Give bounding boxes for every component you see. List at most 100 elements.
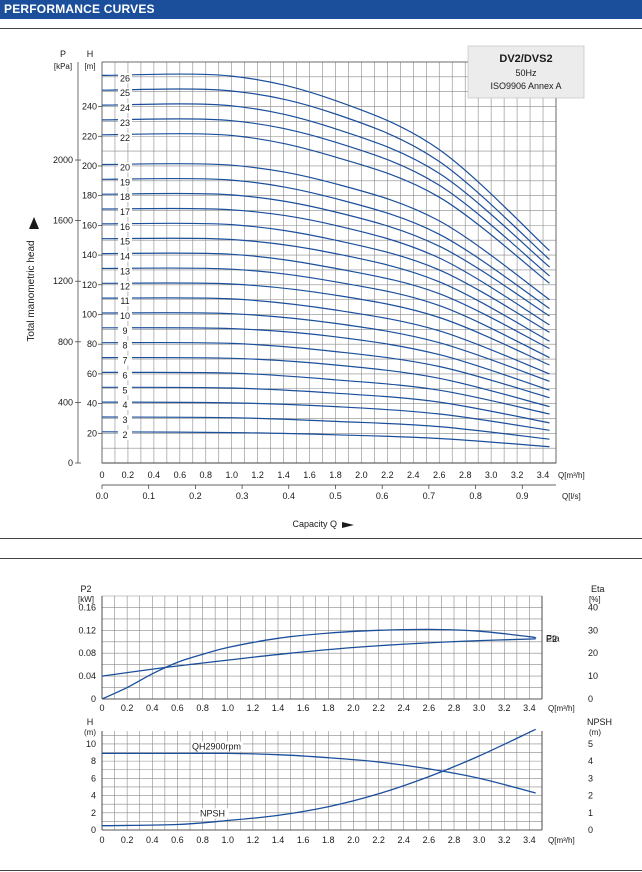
q-tick-label: 1.6: [297, 835, 310, 845]
q-tick-label: 0: [99, 703, 104, 713]
stage-label-bg: [118, 325, 132, 336]
q-tick-label: 2.6: [423, 703, 436, 713]
q-tick-label: 2.0: [347, 703, 360, 713]
p-tick-label: 0: [68, 458, 73, 468]
q-tick-label: 0.4: [148, 470, 161, 480]
h-tick-label: 10: [86, 739, 96, 749]
npsh-axis-unit: (m): [589, 728, 601, 737]
p2-tick-label: 0.04: [78, 671, 96, 681]
stage-curve-8: [101, 341, 550, 399]
stage-label-bg: [118, 162, 132, 173]
stage-label: 5: [122, 385, 127, 395]
q-tick-label: 0: [99, 470, 104, 480]
stage-curve-10: [101, 312, 550, 382]
grid: [101, 61, 557, 464]
stage-label: 6: [122, 370, 127, 380]
stage-label: 26: [120, 73, 130, 83]
q-tick-label: 1.8: [322, 835, 335, 845]
grid: [101, 731, 543, 831]
p2-tick-label: 0.16: [78, 602, 96, 612]
stage-curve-9: [101, 327, 550, 391]
q-tick-label: 3.4: [523, 703, 536, 713]
stage-label: 10: [120, 311, 130, 321]
stage-curve-23: [101, 118, 550, 277]
ql-tick-label: 0.4: [283, 491, 296, 501]
eta-axis-label: Eta: [591, 584, 605, 594]
q-tick-label: 2.2: [372, 703, 385, 713]
stage-label: 4: [122, 400, 127, 410]
y-axis-title: Total manometric head: [26, 240, 37, 341]
ql-unit-label: Q[l/s]: [562, 492, 581, 501]
stage-label-bg: [118, 296, 132, 307]
p-tick-label: 400: [58, 397, 73, 407]
q-tick-label: 0.2: [121, 703, 134, 713]
stage-label-bg: [118, 414, 132, 425]
stage-curve-16: [101, 222, 550, 333]
eta-curve-label: Eta: [546, 633, 560, 643]
q-tick-label: 0.4: [146, 835, 159, 845]
q-tick-label: 1.4: [272, 835, 285, 845]
qh-curve-label: QH2900rpm: [192, 741, 241, 751]
q-tick-label: 2.6: [433, 470, 446, 480]
q-tick-label: 2.0: [347, 835, 360, 845]
q-tick-label: 2.8: [448, 703, 461, 713]
ql-tick-label: 0.7: [423, 491, 436, 501]
stage-label-bg: [118, 207, 132, 218]
q-tick-label: 2.0: [355, 470, 368, 480]
stage-curve-2: [101, 431, 550, 448]
q-tick-label: 0.8: [200, 470, 213, 480]
p2-tick-label: 0.12: [78, 625, 96, 635]
q-tick-label: 1.2: [247, 835, 260, 845]
h-tick-label: 20: [87, 428, 97, 438]
stage-label-bg: [118, 251, 132, 262]
q-tick-label: 3.0: [473, 703, 486, 713]
q-tick-label: 1.2: [247, 703, 260, 713]
stage-label: 15: [120, 237, 130, 247]
stage-label: 8: [122, 341, 127, 351]
stage-label: 14: [120, 252, 130, 262]
q-tick-label: 0: [99, 835, 104, 845]
npsh-tick-label: 5: [588, 739, 593, 749]
q-tick-label: 3.4: [537, 470, 550, 480]
p-tick-label: 2000: [53, 155, 73, 165]
stage-label: 25: [120, 88, 130, 98]
p-tick-label: 1600: [53, 216, 73, 226]
stage-label-bg: [118, 400, 132, 411]
stage-label-bg: [118, 132, 132, 143]
eta-axis-unit: [%]: [589, 595, 601, 604]
stage-label-bg: [118, 281, 132, 292]
stage-label: 20: [120, 162, 130, 172]
stage-curve-3: [101, 416, 550, 440]
stage-label-bg: [118, 192, 132, 203]
stage-curve-6: [101, 371, 550, 415]
q-tick-label: 0.8: [196, 835, 209, 845]
h-tick-label: 140: [82, 250, 97, 260]
h-tick-label: 0: [91, 825, 96, 835]
legend-standard: ISO9906 Annex A: [490, 81, 561, 91]
stage-label-bg: [118, 355, 132, 366]
q-unit-label: Q[m³/h]: [548, 704, 575, 713]
p-tick-label: 800: [58, 337, 73, 347]
section-header: PERFORMANCE CURVES: [0, 0, 642, 19]
p-axis-unit: [kPa]: [54, 62, 72, 71]
q-tick-label: 3.4: [523, 835, 536, 845]
top-chart-panel: 20 40 60 80 100 120 140 160 180 200 220 240 0 400 800 1…: [0, 28, 642, 539]
q-tick-label: 1.8: [329, 470, 342, 480]
q-tick-label: 0.6: [171, 703, 184, 713]
h-axis-unit: [m]: [84, 62, 95, 71]
q-tick-label: 1.8: [322, 703, 335, 713]
npsh-tick-label: 1: [588, 808, 593, 818]
eta-curve: [101, 628, 537, 700]
ql-tick-label: 0.9: [516, 491, 529, 501]
npsh-axis-label: NPSH: [587, 717, 612, 727]
h-tick-label: 80: [87, 339, 97, 349]
h-tick-label: 120: [82, 280, 97, 290]
ql-tick-label: 0.5: [329, 491, 342, 501]
npsh-tick-label: 2: [588, 791, 593, 801]
q-tick-label: 3.2: [498, 703, 511, 713]
q-unit-label: Q[m³/h]: [558, 471, 585, 480]
q-tick-label: 0.4: [146, 703, 159, 713]
ql-tick-label: 0.8: [469, 491, 482, 501]
stage-label: 13: [120, 266, 130, 276]
